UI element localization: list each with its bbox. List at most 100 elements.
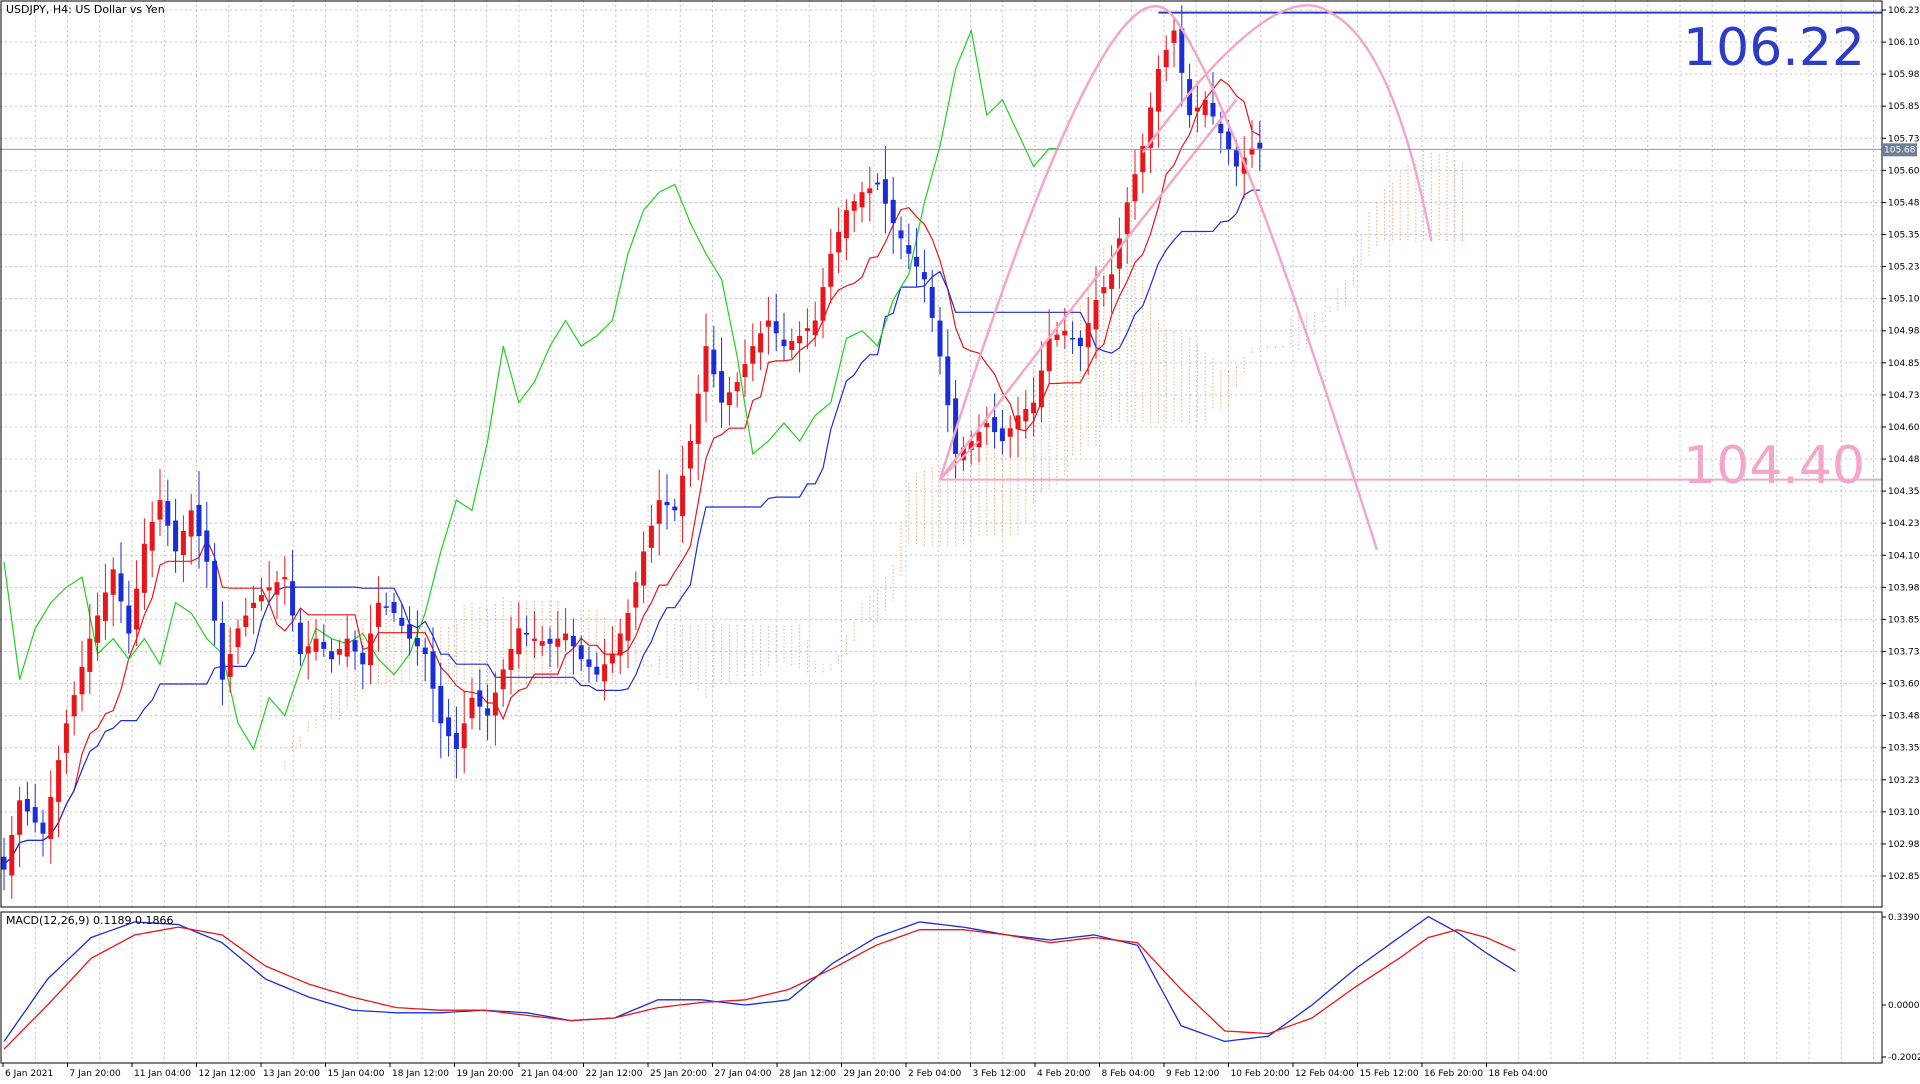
candle-body bbox=[95, 615, 101, 643]
candle-body bbox=[438, 685, 444, 724]
candle-body bbox=[87, 638, 93, 672]
y-tick-label: 104.355 bbox=[1888, 487, 1920, 497]
candle-body bbox=[984, 423, 990, 428]
candle-body bbox=[297, 622, 303, 655]
candle-body bbox=[500, 669, 506, 690]
candle-body bbox=[313, 638, 319, 652]
candle-body bbox=[555, 638, 561, 647]
y-tick-label: 103.480 bbox=[1888, 712, 1920, 722]
candle-body bbox=[422, 647, 428, 655]
candle-body bbox=[391, 601, 397, 613]
candle-body bbox=[63, 723, 69, 753]
candle-body bbox=[953, 398, 959, 454]
tenkan-sen-line bbox=[3, 78, 1261, 865]
candle-body bbox=[118, 573, 124, 602]
candle-body bbox=[1218, 123, 1224, 134]
candle-body bbox=[914, 256, 920, 267]
candle-body bbox=[797, 335, 803, 344]
candle-body bbox=[531, 638, 537, 641]
y-tick-label: 104.855 bbox=[1888, 359, 1920, 369]
candle-body bbox=[672, 506, 678, 511]
macd-title: MACD(12,26,9) 0.1189 0.1866 bbox=[6, 914, 174, 927]
candle-body bbox=[1116, 238, 1122, 269]
high-level-label: 106.22 bbox=[1683, 18, 1865, 78]
candle-body bbox=[890, 199, 896, 223]
candle-body bbox=[1148, 107, 1154, 148]
y-tick-label: 104.480 bbox=[1888, 455, 1920, 465]
y-tick-label: 103.230 bbox=[1888, 776, 1920, 786]
candle-body bbox=[407, 624, 413, 639]
candle-body bbox=[1054, 334, 1060, 341]
x-tick-label: 12 Jan 12:00 bbox=[199, 1069, 256, 1079]
candle-body bbox=[609, 654, 615, 664]
macd-y-tick-label: 0.0000 bbox=[1888, 1001, 1920, 1011]
candle-body bbox=[9, 834, 15, 876]
candle-body bbox=[625, 612, 631, 641]
candle-body bbox=[812, 320, 818, 336]
candle-body bbox=[1038, 370, 1044, 408]
candle-body bbox=[469, 697, 475, 719]
candle-body bbox=[360, 652, 366, 665]
y-tick-label: 103.355 bbox=[1888, 744, 1920, 754]
chikou-span-line bbox=[3, 28, 1057, 751]
candle-body bbox=[414, 638, 420, 647]
y-tick-label: 105.480 bbox=[1888, 198, 1920, 208]
candle-body bbox=[898, 230, 904, 239]
x-tick-label: 29 Jan 20:00 bbox=[844, 1069, 901, 1079]
candle-body bbox=[1210, 102, 1216, 117]
candle-body bbox=[602, 664, 608, 682]
candle-body bbox=[71, 695, 77, 717]
candle-body bbox=[1062, 330, 1068, 336]
x-tick-label: 7 Jan 20:00 bbox=[70, 1069, 122, 1079]
candle-body bbox=[17, 800, 23, 835]
macd-y-tick-label: -0.2002 bbox=[1888, 1053, 1920, 1063]
chart-title: USDJPY, H4: US Dollar vs Yen bbox=[6, 3, 165, 16]
candle-body bbox=[243, 615, 249, 628]
drawing-objects[interactable] bbox=[0, 4, 1882, 550]
candle-body bbox=[453, 733, 459, 749]
y-tick-label: 103.105 bbox=[1888, 808, 1920, 818]
candle-body bbox=[102, 592, 108, 621]
candle-body bbox=[79, 666, 85, 695]
candle-body bbox=[789, 341, 795, 351]
candle-body bbox=[703, 346, 709, 392]
candle-body bbox=[508, 648, 514, 670]
candle-body bbox=[266, 587, 272, 591]
y-tick-label: 106.105 bbox=[1888, 38, 1920, 48]
candle-body bbox=[227, 654, 233, 677]
candle-body bbox=[219, 622, 225, 680]
x-tick-label: 15 Feb 12:00 bbox=[1360, 1069, 1419, 1079]
candle-body bbox=[1007, 428, 1013, 437]
candle-body bbox=[48, 796, 54, 839]
candle-body bbox=[921, 272, 927, 280]
grid-lines bbox=[0, 0, 1882, 1063]
candle-body bbox=[563, 633, 569, 641]
candle-body bbox=[1171, 30, 1177, 43]
y-tick-label: 104.230 bbox=[1888, 519, 1920, 529]
candle-body bbox=[188, 510, 194, 537]
candle-body bbox=[1124, 202, 1130, 234]
y-tick-label: 105.355 bbox=[1888, 231, 1920, 241]
candle-body bbox=[1233, 150, 1239, 167]
candle-body bbox=[820, 287, 826, 321]
candle-body bbox=[1093, 299, 1099, 330]
x-tick-label: 9 Feb 12:00 bbox=[1166, 1069, 1220, 1079]
candle-body bbox=[1132, 174, 1138, 202]
candle-body bbox=[157, 500, 163, 520]
macd-y-tick-label: 0.3390 bbox=[1888, 913, 1920, 923]
y-tick-label: 104.730 bbox=[1888, 391, 1920, 401]
candle-body bbox=[352, 640, 358, 652]
y-tick-label: 105.105 bbox=[1888, 295, 1920, 305]
candle-body bbox=[992, 417, 998, 433]
candle-body bbox=[570, 635, 576, 647]
candle-body bbox=[867, 188, 873, 194]
candle-body bbox=[1109, 274, 1115, 289]
candle-body bbox=[212, 560, 218, 621]
candle-body bbox=[633, 582, 639, 608]
current-price-tag bbox=[1882, 143, 1917, 157]
candle-body bbox=[430, 651, 436, 689]
candle-body bbox=[477, 690, 483, 707]
candle-body bbox=[859, 192, 865, 208]
